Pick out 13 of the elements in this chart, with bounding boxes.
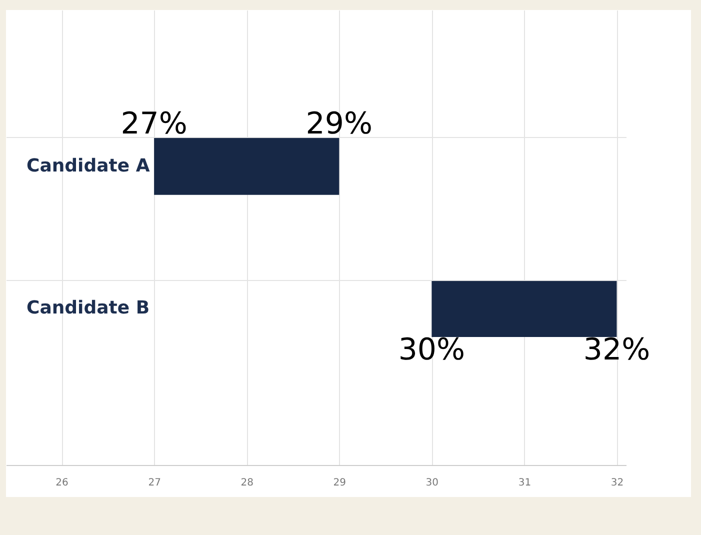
x-tick-label: 27 — [148, 478, 161, 488]
y-tick-label: Candidate B — [26, 298, 150, 319]
x-tick-label: 26 — [56, 478, 68, 488]
x-tick-label: 32 — [610, 478, 624, 488]
x-tick-label: 30 — [426, 478, 439, 488]
annotation: 30% — [398, 332, 466, 368]
x-tick-label: 31 — [518, 478, 532, 488]
annotation: 32% — [583, 332, 650, 368]
y-tick-label: Candidate A — [26, 155, 150, 176]
annotation: 27% — [120, 106, 188, 142]
annotation: 29% — [306, 106, 372, 142]
x-tick-label: 28 — [240, 478, 254, 488]
x-tick-label: 29 — [333, 478, 346, 488]
